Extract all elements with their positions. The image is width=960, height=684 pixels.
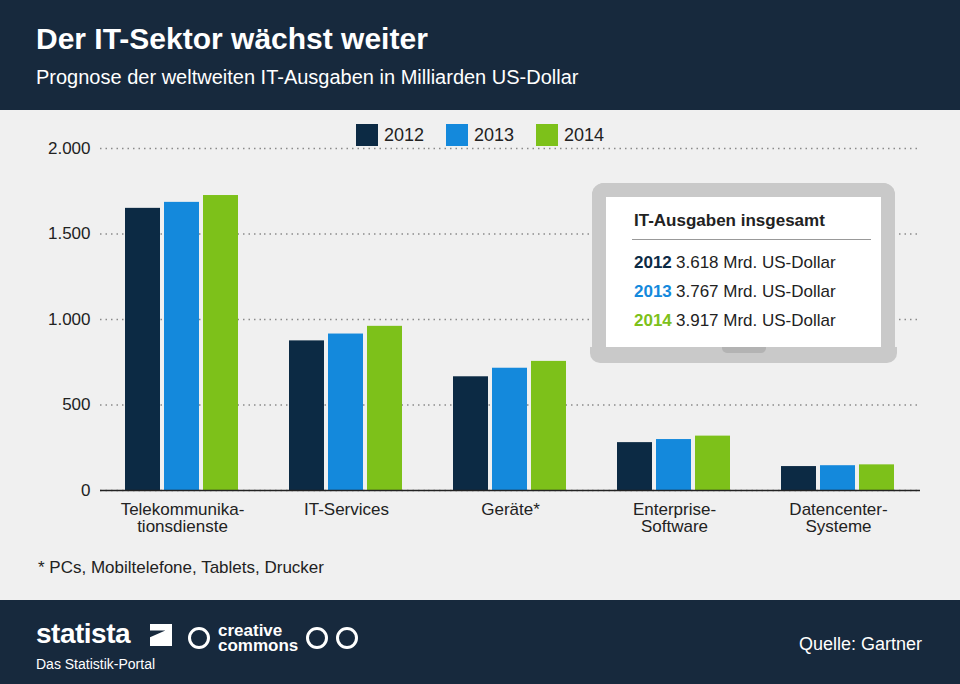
html-text:Prognose der weltweiten IT-Aus: Prognose der weltweiten IT-Ausgaben in M… [36, 66, 579, 88]
html-text:2014: 2014 [564, 124, 605, 145]
svg-text:IT-Services: IT-Services [304, 500, 389, 519]
html-text:Quelle: Gartner: Quelle: Gartner [798, 634, 922, 654]
html-text:2013 3.767 Mrd. US-Dollar: 2013 3.767 Mrd. US-Dollar [634, 282, 836, 301]
html-text:2013: 2013 [474, 124, 514, 145]
html-text:2014 3.917 Mrd. US-Dollar: 2014 3.917 Mrd. US-Dollar [634, 311, 836, 330]
html-text:2012 3.618 Mrd. US-Dollar: 2012 3.618 Mrd. US-Dollar [634, 253, 836, 272]
svg-text:500: 500 [62, 395, 90, 414]
html-text:Der IT-Sektor wächst weiter: Der IT-Sektor wächst weiter [36, 22, 428, 55]
svg-text:Telekommunika-tionsdienste: Telekommunika-tionsdienste [121, 500, 245, 536]
svg-text:Geräte*: Geräte* [481, 500, 540, 519]
svg-text:0: 0 [81, 481, 90, 500]
svg-text:1.000: 1.000 [48, 310, 91, 329]
svg-text:2.000: 2.000 [48, 139, 91, 158]
html-text:statista: statista [36, 618, 130, 649]
svg-text:Datencenter-Systeme: Datencenter-Systeme [789, 500, 887, 536]
html-text:IT-Ausgaben insgesamt: IT-Ausgaben insgesamt [634, 211, 825, 230]
html-text:creative: creative [218, 621, 283, 640]
html-text:commons: commons [218, 636, 299, 655]
html-text:* PCs, Mobiltelefone, Tablets,: * PCs, Mobiltelefone, Tablets, Drucker [38, 558, 324, 577]
svg-text:1.500: 1.500 [48, 224, 91, 243]
html-text:Das Statistik-Portal: Das Statistik-Portal [36, 656, 155, 672]
html-text:2012: 2012 [383, 124, 424, 145]
svg-text:Enterprise-Software: Enterprise-Software [633, 500, 716, 536]
